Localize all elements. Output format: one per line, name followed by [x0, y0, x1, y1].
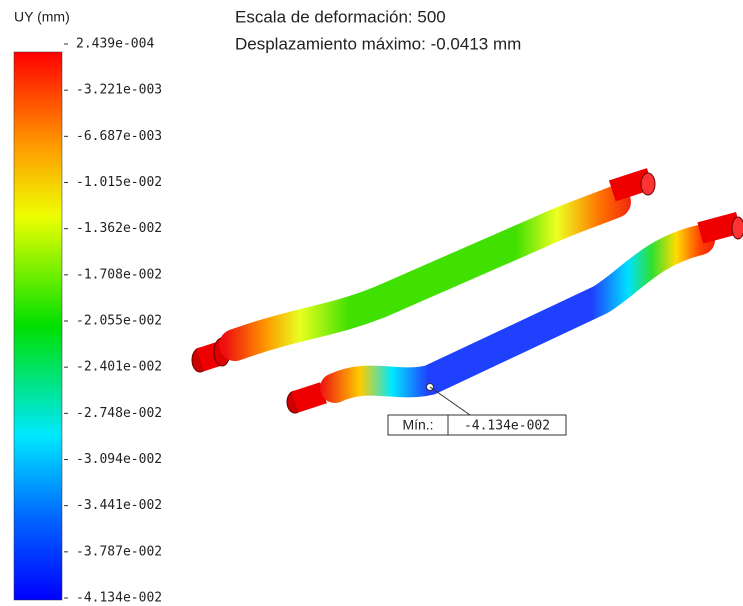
- legend-title: UY (mm): [14, 9, 70, 25]
- scale-text: Escala de deformación: 500: [235, 7, 446, 26]
- legend-label: -2.401e-002: [76, 360, 162, 375]
- legend-label: -4.134e-002: [76, 591, 162, 606]
- page: UY (mm) Escala de deformación: 500 Despl…: [0, 0, 743, 606]
- legend-label: -2.748e-002: [76, 406, 162, 421]
- legend-label: -1.015e-002: [76, 175, 162, 190]
- legend-label: -1.708e-002: [76, 267, 162, 282]
- legend-label: -1.362e-002: [76, 221, 162, 236]
- legend-label: -3.094e-002: [76, 452, 162, 467]
- legend-label: -6.687e-003: [76, 129, 162, 144]
- legend-labels: 2.439e-004 -3.221e-003 -6.687e-003 -1.015e-…: [64, 37, 162, 606]
- legend-label: 2.439e-004: [76, 37, 154, 52]
- legend-label: -3.787e-002: [76, 544, 162, 559]
- beam-upper: [192, 168, 655, 372]
- probe-value: -4.134e-002: [464, 419, 550, 434]
- probe-label: Mín.:: [402, 417, 433, 433]
- legend-label: -3.221e-003: [76, 83, 162, 98]
- legend-label: -3.441e-002: [76, 498, 162, 513]
- legend-label: -2.055e-002: [76, 314, 162, 329]
- analysis-view: UY (mm) Escala de deformación: 500 Despl…: [0, 0, 743, 606]
- color-bar: [14, 52, 62, 600]
- max-displacement-text: Desplazamiento máximo: -0.0413 mm: [235, 34, 521, 53]
